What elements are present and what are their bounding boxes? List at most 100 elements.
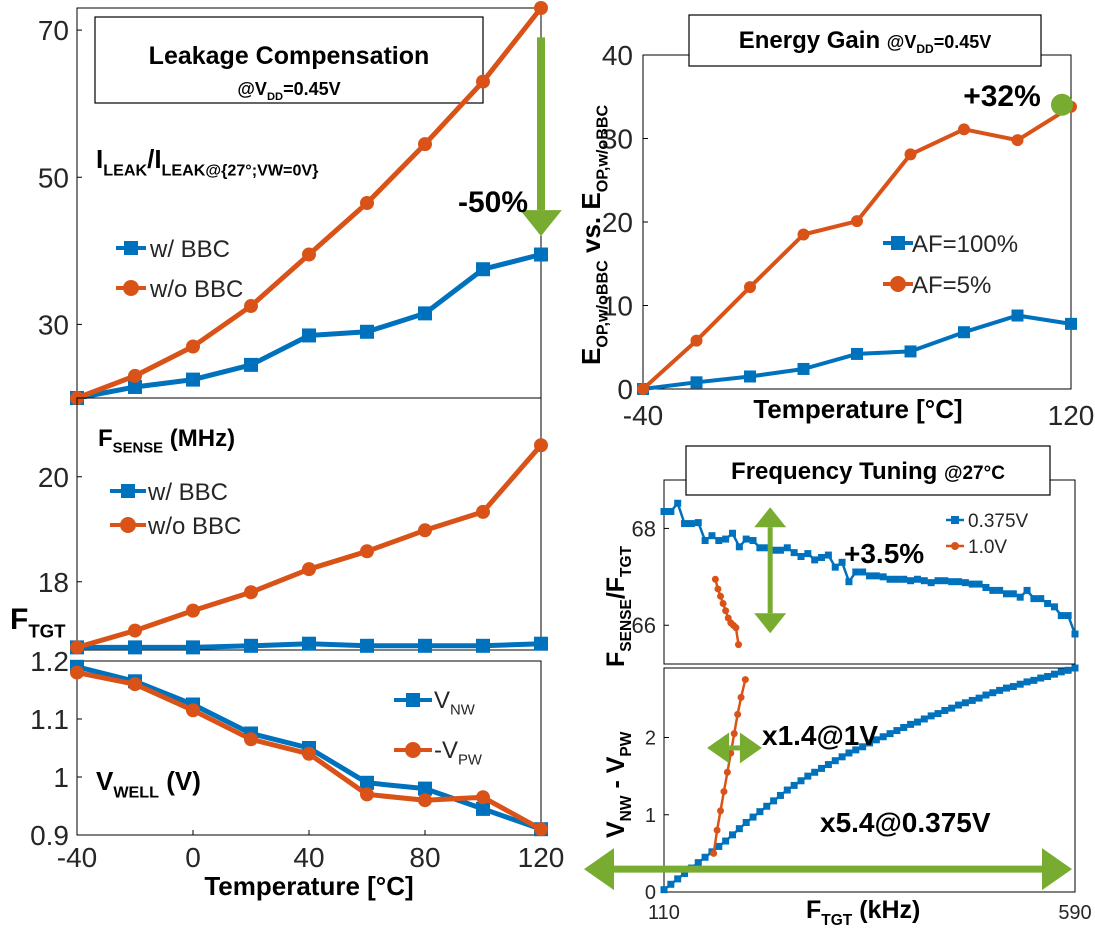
arrow-head <box>1042 848 1072 891</box>
legend-label: w/ BBC <box>149 236 230 263</box>
panel-frequency-tuning: 66 68 Frequency Tuning @27°C FSENSE/FTGT 0.3… <box>602 445 1079 667</box>
data-point <box>637 383 649 395</box>
data-point <box>681 869 689 877</box>
data-point <box>360 196 374 210</box>
data-point <box>934 710 942 718</box>
data-point <box>845 578 853 586</box>
arrow-head <box>707 732 730 764</box>
data-point <box>186 603 200 618</box>
data-point <box>360 324 374 339</box>
data-point <box>763 802 771 810</box>
legend-label: w/o BBC <box>149 276 243 303</box>
data-point <box>941 577 949 585</box>
data-point <box>730 730 738 738</box>
arrow-head <box>754 507 787 528</box>
data-point <box>1037 674 1045 682</box>
data-point <box>893 575 901 583</box>
data-point <box>735 825 743 833</box>
data-point <box>744 370 756 383</box>
data-point <box>907 577 915 585</box>
data-point <box>975 694 983 702</box>
legend-label: w/ BBC <box>147 479 228 506</box>
data-point <box>476 504 490 519</box>
data-point <box>735 543 743 551</box>
data-point <box>244 638 258 653</box>
arrow-head <box>520 210 562 237</box>
annotation-label: +32% <box>963 80 1041 113</box>
highlight-marker <box>1051 93 1073 116</box>
legend-marker <box>120 517 136 533</box>
data-point <box>1009 590 1017 598</box>
data-point <box>418 638 432 653</box>
data-point <box>872 572 880 580</box>
legend-label: VNW <box>434 687 475 719</box>
y-tick-label: 40 <box>602 40 633 71</box>
data-point <box>302 328 316 343</box>
data-point <box>660 507 668 515</box>
data-point <box>715 842 723 850</box>
data-point <box>872 736 880 744</box>
title-box <box>688 14 1042 67</box>
data-point <box>749 537 757 545</box>
data-point <box>360 775 374 790</box>
y-axis-label: EOP,w/oBBC vs. EOP,w/oBBC <box>576 105 611 365</box>
data-point <box>128 623 142 638</box>
data-point <box>534 438 548 453</box>
data-point <box>831 757 839 765</box>
legend-marker <box>123 280 139 296</box>
data-point <box>128 640 142 655</box>
data-point <box>886 730 894 738</box>
data-point <box>1064 612 1072 620</box>
y-tick-label: 1.1 <box>30 704 69 735</box>
data-point <box>824 761 832 769</box>
data-point <box>660 886 668 894</box>
data-point <box>742 818 750 826</box>
data-point <box>818 553 826 561</box>
data-point <box>996 586 1004 594</box>
data-point <box>729 831 736 839</box>
y-tick-label: 0 <box>617 374 633 405</box>
data-point <box>927 712 935 720</box>
annotation-label: +3.5% <box>844 538 924 569</box>
data-point <box>714 585 722 593</box>
data-point <box>941 706 949 714</box>
data-point <box>70 640 84 655</box>
data-point <box>920 715 928 723</box>
data-point <box>302 247 316 262</box>
data-point <box>667 507 675 515</box>
data-point <box>694 859 702 867</box>
data-point <box>859 743 867 751</box>
y-tick-label: 2 <box>645 728 656 750</box>
data-point <box>797 362 810 375</box>
x-tick-label: -40 <box>623 400 663 431</box>
panel-leakage-compensation: 30 50 70 Leakage Compensation @VDD=0.45V ILEA… <box>38 1 562 405</box>
panel-fsense: 18 20 FSENSE (MHz) FTGT w/ BBC w/o BBC <box>10 397 548 655</box>
data-point <box>811 556 819 564</box>
panel-energy-gain: 0 10 20 30 40 -40 120 Energy Gain @VDD=0.45V EOP… <box>576 14 1095 431</box>
y-tick-label: 66 <box>632 613 656 638</box>
data-point <box>70 665 84 680</box>
x-axis-label: Temperature [°C] <box>204 871 413 901</box>
series-line-w/o BBC <box>76 443 543 650</box>
data-point <box>722 535 730 543</box>
y-tick-label: 20 <box>38 462 69 493</box>
data-point <box>968 580 976 588</box>
data-point <box>701 853 709 861</box>
x-tick-label: 120 <box>1048 400 1095 431</box>
data-point <box>996 686 1004 694</box>
data-point <box>904 345 917 358</box>
data-point <box>982 583 990 591</box>
data-point <box>476 262 490 277</box>
data-point <box>186 640 200 655</box>
data-point <box>989 586 997 594</box>
data-point <box>838 753 846 761</box>
y-tick-label: 70 <box>38 15 69 46</box>
data-point <box>749 813 757 821</box>
legend-label: 1.0V <box>968 537 1007 558</box>
legend-marker <box>124 241 138 255</box>
data-point <box>900 723 908 731</box>
plot-frame <box>663 667 1076 893</box>
data-point <box>418 523 432 538</box>
data-point <box>831 563 839 571</box>
